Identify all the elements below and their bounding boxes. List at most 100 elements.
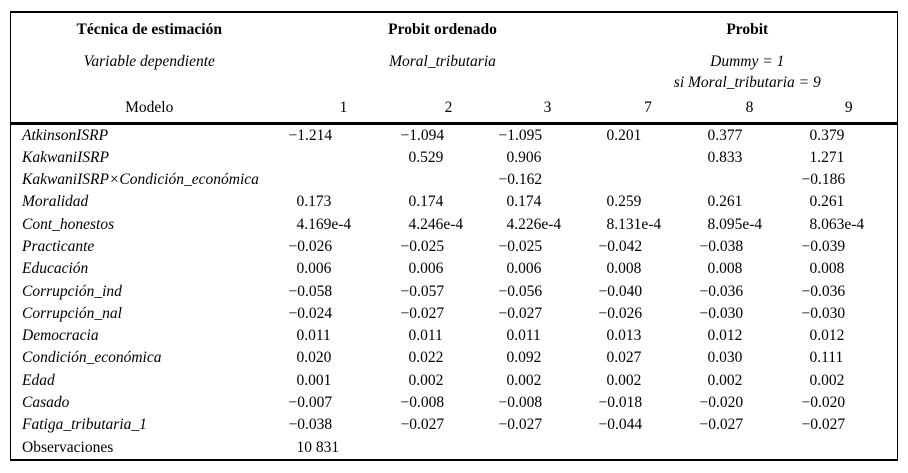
table-row: AtkinsonISRP −1.214 −1.094 −1.095 0.201 0.377… <box>11 123 898 147</box>
coefficient-value: 0.013 <box>606 327 642 345</box>
row-label: Corrupción_nal <box>22 304 122 322</box>
coefficient-value: 0.261 <box>707 193 743 211</box>
coefficient-value <box>699 437 801 460</box>
coefficient-value: −0.027 <box>400 416 445 434</box>
coefficient-value: 0.906 <box>506 148 542 166</box>
dependent-variable-row: Variable dependiente Moral_tributaria Du… <box>11 44 898 94</box>
coefficient-value: −0.057 <box>400 282 445 300</box>
coefficient-value: −0.030 <box>699 304 744 322</box>
table-row: Casado −0.007 −0.008 −0.008 −0.018 −0.020 −0.0… <box>11 392 898 414</box>
regression-results-table: Técnica de estimación Probit ordenado Pr… <box>10 11 899 461</box>
coefficient-value: −0.039 <box>801 237 846 255</box>
coefficient-value: 0.174 <box>408 193 444 211</box>
coefficient-value: 0.002 <box>809 371 845 389</box>
row-label: KakwaniISRP <box>22 148 109 166</box>
row-label: Democracia <box>22 327 99 345</box>
coefficient-value: −0.042 <box>598 237 643 255</box>
table-row: Moralidad 0.173 0.174 0.174 0.259 0.261 0.261 <box>11 191 898 213</box>
model-number-1: 1 <box>287 94 400 125</box>
coefficient-value: −0.025 <box>498 237 543 255</box>
coefficient-value: 0.261 <box>809 193 845 211</box>
coefficient-value: 0.020 <box>296 349 332 367</box>
coefficient-value: −0.036 <box>699 282 744 300</box>
coefficient-value: 0.030 <box>707 349 743 367</box>
row-label: AtkinsonISRP <box>22 126 109 144</box>
model-label: Modelo <box>10 94 288 125</box>
row-label: Condición_económica <box>22 349 162 367</box>
model-number-7: 7 <box>597 94 699 125</box>
coefficient-value: 0.092 <box>506 349 542 367</box>
table-row: Educación 0.006 0.006 0.006 0.008 0.008 0.008 <box>11 258 898 280</box>
coefficient-value: −1.095 <box>498 126 543 144</box>
dependent-variable-header: Variable dependiente <box>83 53 215 70</box>
table-row: KakwaniISRP 0.529 0.906 0.833 1.271 <box>11 147 898 169</box>
coefficient-value: 0.027 <box>606 349 642 367</box>
coefficient-value: −0.038 <box>288 416 333 434</box>
coefficient-value: 0.111 <box>809 349 844 367</box>
coefficient-value: −0.026 <box>598 304 643 322</box>
coefficient-value: −0.036 <box>801 282 846 300</box>
coefficient-value: −0.020 <box>699 394 744 412</box>
coefficient-value: 0.011 <box>296 327 331 345</box>
dummy-definition-line1: Dummy = 1 <box>710 53 785 70</box>
coefficient-value <box>598 169 699 191</box>
coefficient-value: −0.186 <box>801 171 846 189</box>
coefficient-value: −0.162 <box>498 171 543 189</box>
table-row: Corrupción_ind −0.058 −0.057 −0.056 −0.040 −0… <box>11 281 898 303</box>
row-label: KakwaniISRP×Condición_económica <box>22 171 259 189</box>
row-label: Practicante <box>22 237 95 255</box>
table-row: Fatiga_tributaria_1 −0.038 −0.027 −0.027 −0.… <box>11 414 898 436</box>
coefficient-value: −0.027 <box>801 416 846 434</box>
coefficient-value: −0.008 <box>498 394 543 412</box>
table-header: Técnica de estimación Probit ordenado Pr… <box>10 12 898 125</box>
coefficient-value: 0.008 <box>606 260 642 278</box>
coefficient-value: 0.002 <box>506 371 542 389</box>
coefficient-value: 0.012 <box>707 327 743 345</box>
coefficient-value: 0.173 <box>296 193 332 211</box>
model-number-9: 9 <box>800 94 898 125</box>
coefficient-value: 0.008 <box>809 260 845 278</box>
coefficient-value <box>400 437 498 460</box>
coefficient-value: −0.007 <box>288 394 333 412</box>
table-row: Corrupción_nal −0.024 −0.027 −0.027 −0.026 −0… <box>11 303 898 325</box>
coefficient-value <box>598 147 699 169</box>
table-row: Practicante −0.026 −0.025 −0.025 −0.042 −0.03… <box>11 236 898 258</box>
coefficient-value: 0.011 <box>408 327 443 345</box>
coefficient-value: 0.377 <box>707 126 743 144</box>
coefficient-value: 0.379 <box>809 126 845 144</box>
table-row: Observaciones 10 831 <box>11 437 898 460</box>
coefficient-value: 0.002 <box>606 371 642 389</box>
coefficient-value: −0.030 <box>801 304 846 322</box>
probit-group-header: Probit <box>726 20 769 38</box>
coefficient-value <box>288 147 400 169</box>
technique-header: Técnica de estimación <box>76 20 222 38</box>
coefficient-value: 0.002 <box>408 371 444 389</box>
coefficient-value: 1.271 <box>809 148 845 166</box>
row-label: Observaciones <box>22 438 114 456</box>
coefficient-value: −0.044 <box>598 416 643 434</box>
coefficient-value: 8.095e-4 <box>707 215 763 233</box>
coefficient-value: 8.063e-4 <box>809 215 865 233</box>
coefficient-value: 0.833 <box>707 148 743 166</box>
coefficient-value <box>288 169 400 191</box>
coefficient-value: 10 831 <box>296 438 340 456</box>
coefficient-value: 8.131e-4 <box>606 215 662 233</box>
coefficient-value: −1.094 <box>400 126 445 144</box>
coefficient-value: 0.259 <box>606 193 642 211</box>
row-label: Cont_honestos <box>22 215 115 233</box>
coefficient-value: −0.027 <box>699 416 744 434</box>
row-label: Casado <box>22 394 70 412</box>
coefficient-value: 0.022 <box>408 349 444 367</box>
coefficient-value: 0.006 <box>408 260 444 278</box>
model-number-8: 8 <box>698 94 801 125</box>
coefficient-value: −0.020 <box>801 394 846 412</box>
model-number-3: 3 <box>497 94 598 125</box>
coefficient-value: 0.529 <box>408 148 444 166</box>
coefficient-value: 0.012 <box>809 327 845 345</box>
coefficient-value: −0.024 <box>288 304 333 322</box>
coefficient-value: 4.246e-4 <box>408 215 464 233</box>
coefficient-value: −0.058 <box>288 282 333 300</box>
table-row: Condición_económica 0.020 0.022 0.092 0.027 0… <box>11 347 898 369</box>
coefficient-value: −0.038 <box>699 237 744 255</box>
coefficient-value <box>498 437 598 460</box>
